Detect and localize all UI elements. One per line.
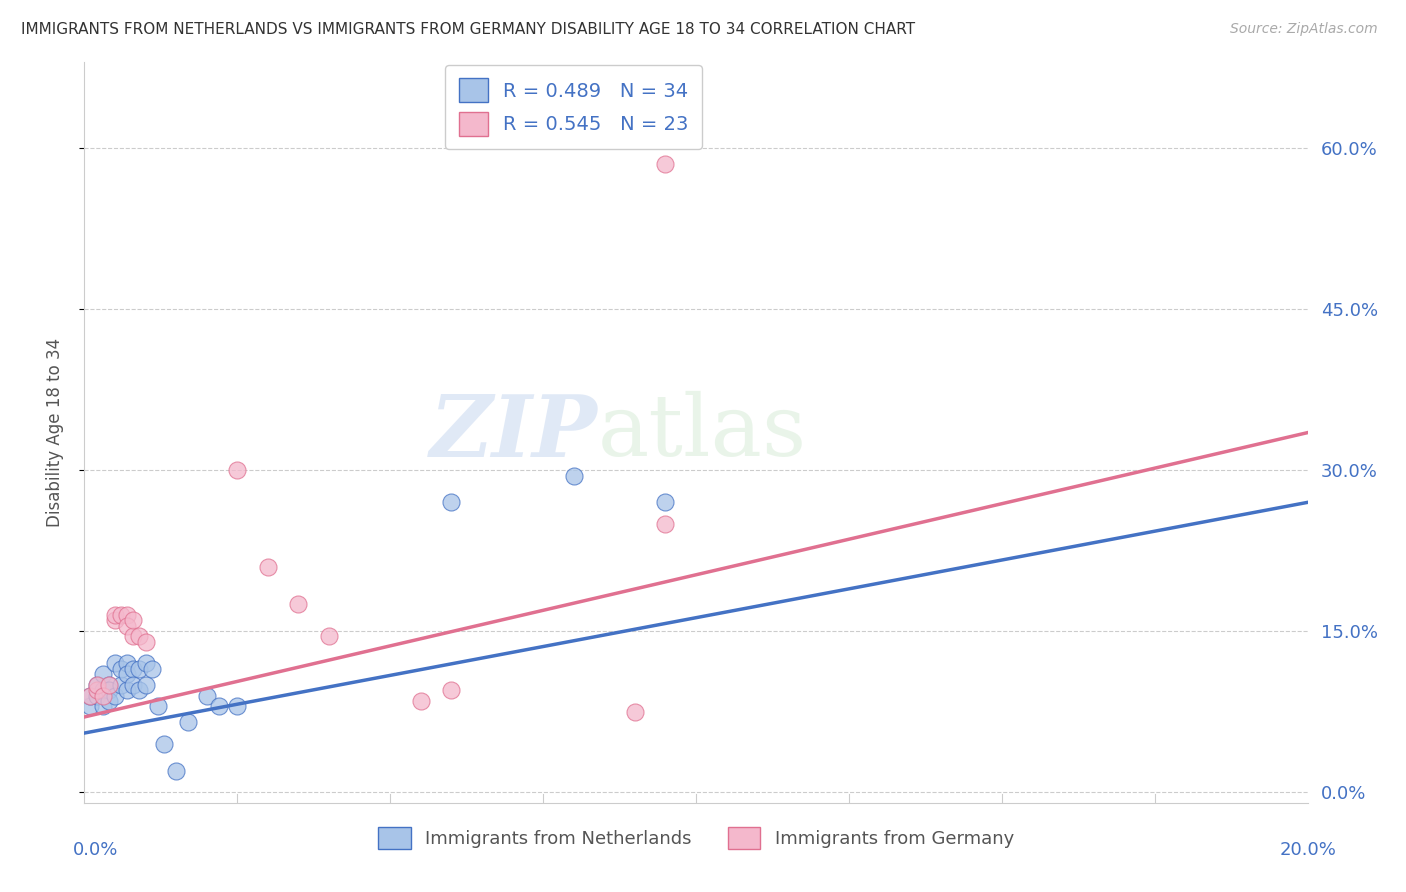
Point	[122, 662, 145, 676]
Point	[97, 678, 120, 692]
Point	[104, 657, 127, 671]
Point	[165, 764, 187, 778]
Point	[91, 699, 114, 714]
Point	[128, 683, 150, 698]
Point	[110, 662, 132, 676]
Point	[122, 630, 145, 644]
Point	[86, 678, 108, 692]
Legend: Immigrants from Netherlands, Immigrants from Germany: Immigrants from Netherlands, Immigrants …	[371, 821, 1021, 856]
Point	[115, 607, 138, 622]
Point	[440, 683, 463, 698]
Point	[440, 495, 463, 509]
Point	[287, 597, 309, 611]
Point	[97, 694, 120, 708]
Text: 20.0%: 20.0%	[1279, 840, 1336, 858]
Point	[86, 689, 108, 703]
Point	[86, 678, 108, 692]
Point	[128, 630, 150, 644]
Point	[654, 495, 676, 509]
Point	[110, 607, 132, 622]
Point	[91, 689, 114, 703]
Text: IMMIGRANTS FROM NETHERLANDS VS IMMIGRANTS FROM GERMANY DISABILITY AGE 18 TO 34 C: IMMIGRANTS FROM NETHERLANDS VS IMMIGRANT…	[21, 22, 915, 37]
Point	[91, 683, 114, 698]
Point	[208, 699, 231, 714]
Point	[409, 694, 432, 708]
Point	[562, 468, 585, 483]
Point	[97, 678, 120, 692]
Point	[195, 689, 218, 703]
Point	[122, 614, 145, 628]
Point	[318, 630, 340, 644]
Point	[104, 607, 127, 622]
Point	[115, 683, 138, 698]
Text: ZIP: ZIP	[430, 391, 598, 475]
Point	[110, 678, 132, 692]
Point	[141, 662, 163, 676]
Text: atlas: atlas	[598, 391, 807, 475]
Point	[79, 689, 101, 703]
Point	[79, 689, 101, 703]
Point	[115, 657, 138, 671]
Point	[153, 737, 176, 751]
Point	[86, 683, 108, 698]
Point	[79, 699, 101, 714]
Point	[135, 657, 157, 671]
Text: 0.0%: 0.0%	[73, 840, 118, 858]
Point	[257, 559, 280, 574]
Point	[122, 678, 145, 692]
Point	[624, 705, 647, 719]
Point	[654, 516, 676, 531]
Point	[654, 157, 676, 171]
Point	[135, 635, 157, 649]
Point	[146, 699, 169, 714]
Point	[135, 678, 157, 692]
Y-axis label: Disability Age 18 to 34: Disability Age 18 to 34	[45, 338, 63, 527]
Point	[97, 683, 120, 698]
Point	[128, 662, 150, 676]
Point	[104, 689, 127, 703]
Point	[115, 619, 138, 633]
Point	[91, 667, 114, 681]
Point	[115, 667, 138, 681]
Point	[104, 614, 127, 628]
Text: Source: ZipAtlas.com: Source: ZipAtlas.com	[1230, 22, 1378, 37]
Point	[226, 463, 249, 477]
Point	[226, 699, 249, 714]
Point	[177, 715, 200, 730]
